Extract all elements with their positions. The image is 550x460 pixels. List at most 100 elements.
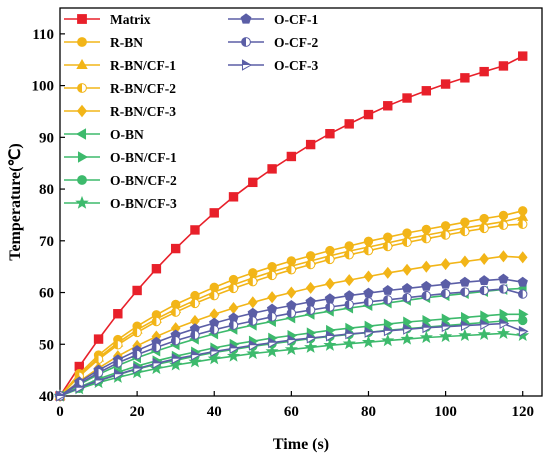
legend-item-o-bn: O-BN [64,127,144,142]
data-point-fill [306,260,311,269]
data-point [113,309,123,319]
data-point [361,335,376,348]
data-point [304,340,318,353]
legend-label: O-CF-3 [274,58,318,73]
data-point-fill [172,354,181,359]
data-point [247,307,258,318]
legend-item-o-cf-1: O-CF-1 [228,12,318,27]
data-point-fill [133,363,142,369]
data-point-fill [287,265,292,274]
data-point [440,278,451,289]
x-axis: 0 20 40 60 80 100 120 [56,391,534,420]
data-point [460,255,470,268]
data-point [421,260,432,273]
data-point-fill [153,358,162,364]
data-point [305,296,316,307]
x-tick-label: 20 [130,404,145,420]
legend-label: O-BN/CF-3 [110,196,177,211]
data-point [400,332,414,345]
data-point [286,300,297,310]
data-point [516,328,530,342]
data-point-fill [365,327,374,333]
data-point-fill [190,299,195,308]
data-point [363,287,374,298]
data-point-fill [402,293,408,302]
data-point [132,285,142,296]
data-point [188,354,202,368]
series-o-cf-2 [55,284,528,401]
data-point [265,344,279,358]
data-point [240,13,252,24]
data-point [325,129,335,139]
data-point-fill [326,331,335,336]
data-point [130,365,144,379]
legend-label: R-BN [110,35,143,50]
data-point-fill [191,350,200,356]
legend-label: O-CF-2 [274,35,318,50]
data-point-fill [519,326,528,332]
data-point-fill [230,343,239,349]
data-point [77,175,87,185]
data-point [75,128,87,140]
x-tick-label: 100 [434,404,457,420]
y-tick-label: 50 [39,337,54,353]
data-point-fill [113,358,118,368]
legend-item-o-bn-cf-3: O-BN/CF-3 [64,195,177,211]
data-point-fill [518,289,523,299]
legend-label: R-BN/CF-1 [110,58,176,73]
data-point [517,276,528,287]
data-point-fill [499,221,504,230]
data-point-fill [95,375,104,381]
series-o-cf-3 [56,318,529,402]
data-point [149,361,163,375]
data-point [402,93,412,103]
data-point-fill [190,330,195,340]
data-point-fill [229,284,234,293]
legend-item-r-bn: R-BN [64,35,143,50]
data-point [324,293,336,304]
data-point-fill [403,324,412,330]
data-point-fill [132,328,138,337]
legend-label: O-BN/CF-2 [110,173,177,188]
data-point [228,192,239,202]
data-point [75,195,89,209]
data-point-fill [460,287,465,297]
data-point-fill [77,83,82,93]
data-point-fill [171,336,176,345]
data-point [478,275,490,286]
data-point [439,329,453,343]
data-point-fill [422,234,427,243]
data-point [498,250,509,263]
data-point [363,270,374,283]
data-point-fill [132,350,138,359]
legend-item-r-bn-cf-2: R-BN/CF-2 [64,81,176,96]
data-point-fill [210,291,215,300]
x-axis-title: Time (s) [273,436,329,453]
plot-frame [59,7,543,397]
data-point [518,315,528,326]
y-tick-label: 60 [39,286,54,302]
data-point-fill [152,343,157,352]
data-point [363,109,374,120]
data-point-fill [384,326,393,331]
legend-item-o-cf-3: O-CF-3 [228,58,318,73]
data-point [226,349,241,362]
legend-label: O-BN [110,127,144,142]
x-tick-label: 40 [207,404,222,420]
data-point [169,358,183,371]
legend-item-o-bn-cf-1: O-BN/CF-1 [64,150,177,165]
legend-item-o-bn-cf-2: O-BN/CF-2 [64,173,177,188]
data-point [440,258,451,271]
data-point [496,326,510,339]
data-point-fill [56,391,65,396]
y-tick-label: 90 [39,130,54,146]
data-point-fill [460,227,465,236]
data-point [402,263,412,276]
data-point-fill [249,340,258,346]
data-point-fill [229,320,234,330]
data-point-fill [267,271,273,280]
data-point-fill [94,368,99,377]
data-point-fill [500,318,509,324]
data-point [323,338,337,351]
data-point-fill [242,60,252,65]
